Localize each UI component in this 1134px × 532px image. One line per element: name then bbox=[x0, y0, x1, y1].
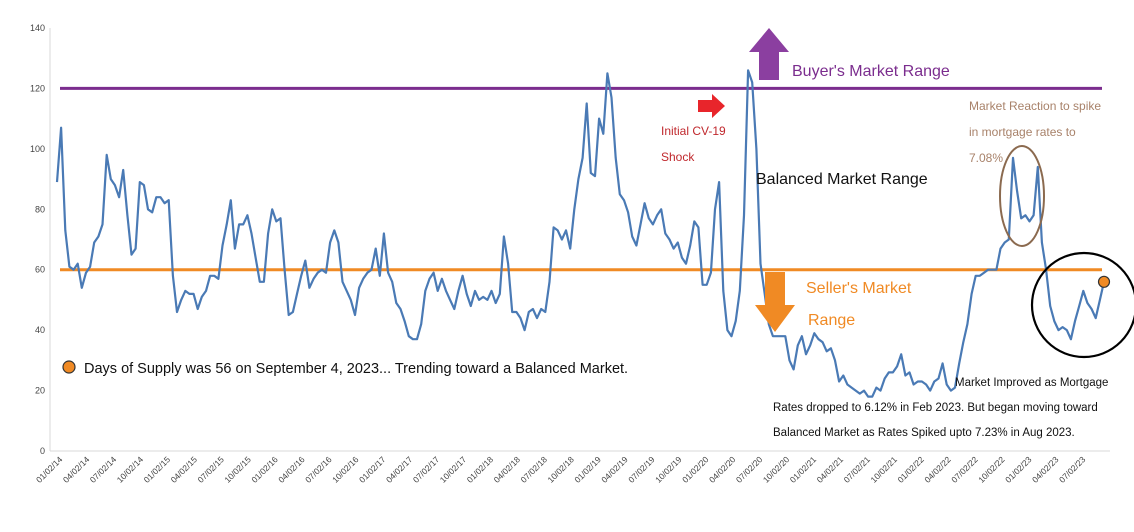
x-tick-label: 07/02/20 bbox=[734, 454, 765, 485]
x-tick-label: 07/02/17 bbox=[411, 454, 442, 485]
x-tick-label: 04/02/22 bbox=[922, 454, 953, 485]
y-tick-labels: 0 20 40 60 80 100 120 140 bbox=[30, 23, 45, 456]
sellers-market-label-line2: Range bbox=[808, 312, 855, 329]
x-tick-label: 04/02/21 bbox=[815, 454, 846, 485]
cv19-label-line2: Shock bbox=[661, 150, 695, 164]
y-tick-label: 40 bbox=[35, 325, 45, 335]
sellers-market-label-line1: Seller's Market bbox=[806, 280, 912, 297]
sellers-down-arrow-icon bbox=[755, 272, 795, 332]
legend-orange-dot-icon bbox=[62, 360, 76, 374]
x-tick-label: 10/02/21 bbox=[868, 454, 899, 485]
x-tick-label: 04/02/23 bbox=[1030, 454, 1061, 485]
x-tick-labels: 01/02/1404/02/1407/02/1410/02/1401/02/15… bbox=[34, 454, 1088, 485]
x-tick-label: 10/02/19 bbox=[653, 454, 684, 485]
improved-note-line2: Rates dropped to 6.12% in Feb 2023. But … bbox=[773, 402, 1098, 414]
x-tick-label: 01/02/23 bbox=[1003, 454, 1034, 485]
x-tick-label: 01/02/20 bbox=[680, 454, 711, 485]
x-tick-label: 07/02/18 bbox=[519, 454, 550, 485]
x-tick-label: 04/02/14 bbox=[61, 454, 92, 485]
mortgage-label-line1: Market Reaction to spike bbox=[969, 99, 1101, 113]
x-tick-label: 01/02/14 bbox=[34, 454, 65, 485]
x-tick-label: 04/02/16 bbox=[276, 454, 307, 485]
y-tick-label: 20 bbox=[35, 386, 45, 396]
x-tick-label: 07/02/23 bbox=[1057, 454, 1088, 485]
x-tick-label: 01/02/22 bbox=[895, 454, 926, 485]
x-tick-label: 10/02/22 bbox=[976, 454, 1007, 485]
x-tick-label: 04/02/17 bbox=[384, 454, 415, 485]
balanced-market-label: Balanced Market Range bbox=[756, 171, 928, 188]
x-tick-label: 01/02/15 bbox=[142, 454, 173, 485]
x-tick-label: 04/02/18 bbox=[492, 454, 523, 485]
x-tick-label: 04/02/15 bbox=[169, 454, 200, 485]
x-tick-label: 10/02/20 bbox=[761, 454, 792, 485]
y-tick-label: 60 bbox=[35, 265, 45, 275]
x-tick-label: 10/02/18 bbox=[545, 454, 576, 485]
x-tick-label: 10/02/15 bbox=[222, 454, 253, 485]
days-of-supply-series-line bbox=[55, 69, 1106, 398]
x-tick-label: 01/02/21 bbox=[788, 454, 819, 485]
x-tick-label: 10/02/14 bbox=[115, 454, 146, 485]
improved-note-line3: Balanced Market as Rates Spiked upto 7.2… bbox=[773, 427, 1075, 439]
x-tick-label: 01/02/16 bbox=[249, 454, 280, 485]
x-tick-label: 07/02/21 bbox=[842, 454, 873, 485]
y-tick-label: 120 bbox=[30, 83, 45, 93]
cv19-right-arrow-icon bbox=[698, 94, 725, 118]
x-tick-label: 07/02/16 bbox=[303, 454, 334, 485]
x-tick-label: 04/02/19 bbox=[599, 454, 630, 485]
mortgage-label-line2: in mortgage rates to bbox=[969, 125, 1076, 139]
x-tick-label: 10/02/16 bbox=[330, 454, 361, 485]
improved-note-line1: Market Improved as Mortgage bbox=[955, 377, 1108, 389]
x-tick-label: 04/02/20 bbox=[707, 454, 738, 485]
x-tick-label: 01/02/17 bbox=[357, 454, 388, 485]
buyers-up-arrow-icon bbox=[749, 28, 789, 80]
buyers-market-label: Buyer's Market Range bbox=[792, 63, 950, 80]
x-tick-label: 01/02/18 bbox=[465, 454, 496, 485]
x-tick-label: 01/02/19 bbox=[572, 454, 603, 485]
mortgage-spike-highlight-ellipse bbox=[999, 145, 1045, 247]
legend-note-text: Days of Supply was 56 on September 4, 20… bbox=[84, 361, 628, 377]
y-tick-label: 140 bbox=[30, 23, 45, 33]
mortgage-label-line3: 7.08% bbox=[969, 151, 1003, 165]
y-tick-label: 80 bbox=[35, 204, 45, 214]
x-tick-label: 07/02/14 bbox=[88, 454, 119, 485]
highlight-point-marker bbox=[1097, 275, 1111, 288]
recent-trend-highlight-circle bbox=[1030, 251, 1134, 359]
x-tick-label: 07/02/22 bbox=[949, 454, 980, 485]
x-tick-label: 07/02/19 bbox=[626, 454, 657, 485]
y-tick-label: 0 bbox=[40, 446, 45, 456]
y-tick-label: 100 bbox=[30, 144, 45, 154]
x-tick-label: 07/02/15 bbox=[195, 454, 226, 485]
cv19-label-line1: Initial CV-19 bbox=[661, 124, 726, 138]
x-tick-label: 10/02/17 bbox=[438, 454, 469, 485]
